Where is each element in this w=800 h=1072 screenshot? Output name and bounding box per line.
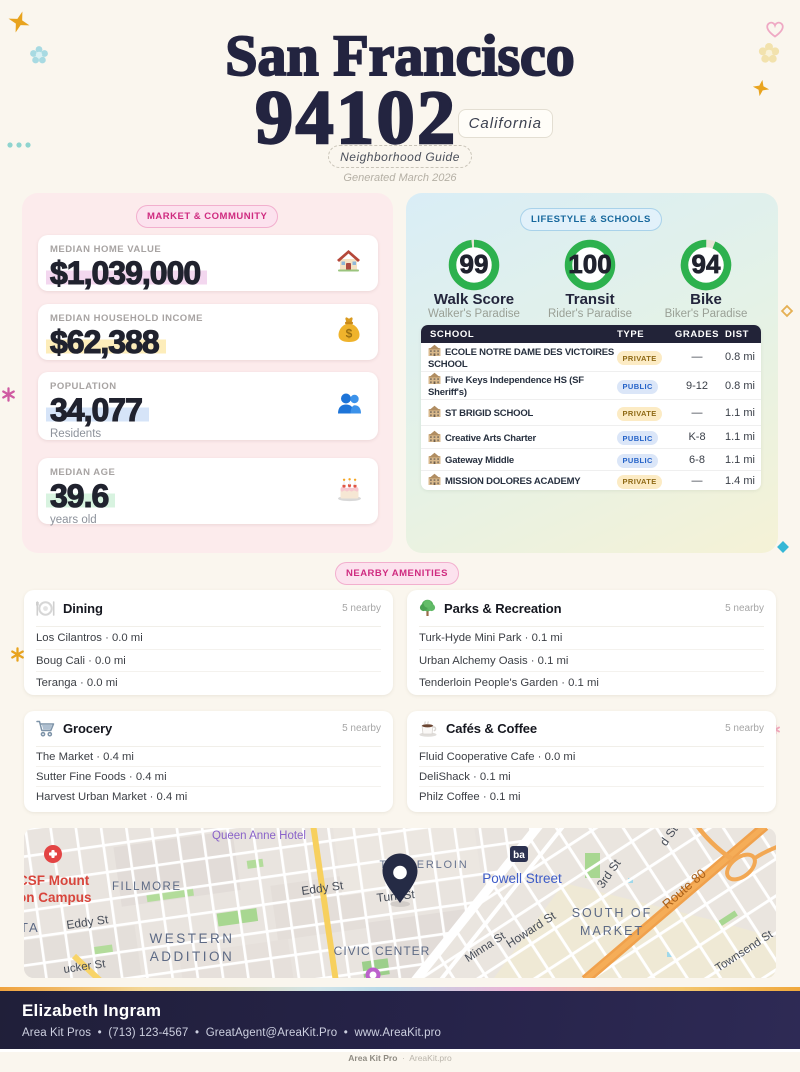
svg-text:on Campus: on Campus — [24, 890, 92, 905]
svg-text:Eddy St: Eddy St — [65, 912, 109, 932]
svg-text:CSF Mount: CSF Mount — [24, 873, 90, 888]
svg-text:Powell Street: Powell Street — [482, 871, 562, 886]
svg-text:FILLMORE: FILLMORE — [112, 881, 182, 893]
svg-text:WESTERN: WESTERN — [150, 931, 235, 946]
svg-text:ADDITION: ADDITION — [150, 949, 235, 964]
svg-text:CIVIC CENTER: CIVIC CENTER — [334, 944, 431, 958]
svg-text:ucker St: ucker St — [63, 958, 107, 976]
svg-text:SOUTH OF: SOUTH OF — [572, 906, 653, 920]
svg-text:$: $ — [346, 327, 353, 341]
svg-text:ba: ba — [513, 850, 525, 861]
svg-text:Eddy St: Eddy St — [300, 878, 344, 898]
svg-text:Queen Anne Hotel: Queen Anne Hotel — [212, 830, 306, 842]
svg-text:TA: TA — [24, 920, 40, 935]
svg-text:MARKET: MARKET — [580, 924, 644, 938]
